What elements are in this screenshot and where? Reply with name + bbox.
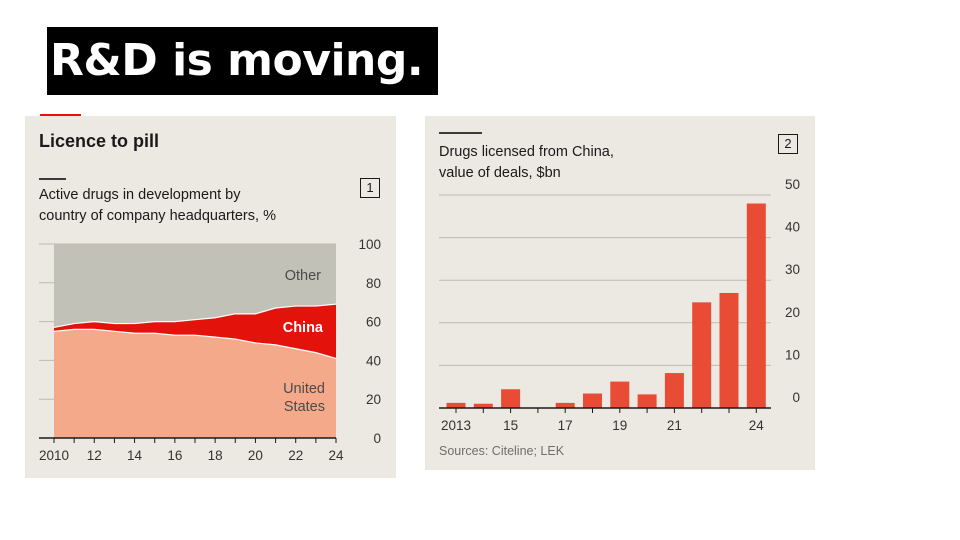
chart2-y-tick-label: 20 [785, 305, 800, 320]
chart1-x-tick-label: 14 [127, 448, 143, 463]
slide-title: R&D is moving. [47, 27, 438, 95]
chart1-number-badge: 1 [360, 178, 380, 198]
chart2-bar [692, 302, 712, 408]
chart1-x-tick-label: 2010 [39, 448, 69, 463]
chart1-plot: 0 20 40 60 80 100 Other China United States 2010 12… [39, 237, 381, 463]
chart2-y-tick-label: 10 [785, 347, 800, 362]
chart-panel-1: Licence to pill Active drugs in developm… [25, 116, 396, 478]
chart1-subtitle-line-2: country of company headquarters, % [39, 208, 276, 224]
chart2-source: Sources: Citeline; LEK [439, 444, 565, 458]
chart1-subtitle-line-1: Active drugs in development by [39, 187, 241, 203]
chart1-x-tick-label: 18 [208, 448, 223, 463]
chart2-x-tick-label: 17 [558, 418, 573, 433]
chart2-x-tick-label: 15 [503, 418, 518, 433]
chart1-y-tick-label: 80 [366, 276, 381, 291]
chart1-series-boundary [53, 328, 337, 360]
chart2-subtitle-rule [439, 132, 482, 134]
chart1-x-tick-label: 12 [87, 448, 102, 463]
chart1-subtitle-rule [39, 178, 66, 180]
chart1-y-tick-label: 40 [366, 353, 381, 368]
chart1-x-tick-label: 24 [328, 448, 344, 463]
chart2-x-tick-label: 24 [749, 418, 765, 433]
chart1-title: Licence to pill [39, 131, 160, 151]
chart1-series-boundary [53, 303, 337, 329]
chart1-series-label: Other [285, 268, 321, 284]
chart1-subtitle: Active drugs in development by country o… [39, 185, 276, 227]
chart1-y-tick-label: 0 [373, 431, 381, 446]
chart1-x-tick-label: 22 [288, 448, 303, 463]
chart2-x-tick-label: 19 [612, 418, 627, 433]
chart1-y-tick-label: 60 [366, 315, 381, 330]
chart1-area-china [54, 304, 336, 359]
chart2-y-tick-label: 40 [785, 220, 800, 235]
chart2-x-tick-label: 2013 [441, 418, 471, 433]
chart2-bar [473, 403, 493, 408]
chart2-bar [583, 393, 602, 408]
chart2-subtitle-line-2: value of deals, $bn [439, 165, 561, 181]
chart1-series-label: China [283, 320, 324, 336]
chart2-bar [610, 381, 630, 408]
chart2-bar [719, 292, 739, 408]
chart1-area-other [54, 244, 336, 328]
chart2-subtitle-line-1: Drugs licensed from China, [439, 144, 614, 160]
chart2-bar [446, 402, 466, 408]
chart2-y-tick-label: 0 [792, 390, 800, 405]
chart1-y-tick-label: 20 [366, 392, 381, 407]
chart2-subtitle: Drugs licensed from China, value of deal… [439, 142, 614, 184]
chart1-series-label: United [283, 381, 325, 397]
chart2-plot: 0 10 20 30 40 50 2013 15 17 19 21 24 [439, 177, 800, 433]
chart1-area-united-states [54, 329, 336, 438]
chart-panel-2: Drugs licensed from China, value of deal… [425, 116, 815, 470]
chart2-bar [637, 394, 657, 408]
chart1-x-tick-label: 20 [248, 448, 263, 463]
chart2-y-tick-label: 30 [785, 262, 800, 277]
chart2-x-tick-label: 21 [667, 418, 682, 433]
chart2-bar [555, 402, 575, 408]
chart2-bar [501, 389, 521, 408]
chart2-y-tick-label: 50 [785, 177, 800, 192]
chart1-series-label: States [284, 399, 325, 415]
chart2-bar [664, 373, 684, 408]
chart1-y-tick-label: 100 [358, 237, 381, 252]
chart2-number-badge: 2 [778, 134, 798, 154]
chart2-bar [746, 203, 766, 408]
chart1-x-tick-label: 16 [167, 448, 182, 463]
